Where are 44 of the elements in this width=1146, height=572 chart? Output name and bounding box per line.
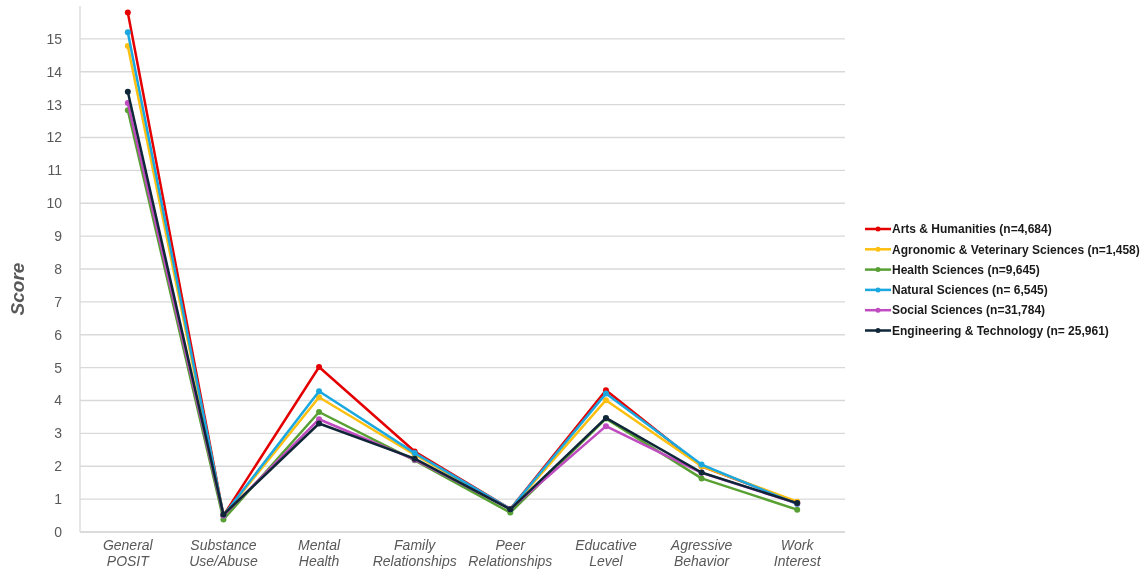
legend-label: Engineering & Technology (n= 25,961)	[892, 323, 1109, 338]
y-tick-label: 4	[54, 392, 63, 409]
y-tick-label: 13	[46, 96, 63, 113]
legend-label: Health Sciences (n=9,645)	[892, 262, 1040, 277]
point	[316, 420, 323, 427]
point	[316, 388, 323, 395]
y-tick-label: 11	[47, 162, 63, 179]
x-tick-label: General POSIT	[102, 537, 154, 569]
legend-label: Arts & Humanities (n=4,684)	[892, 222, 1052, 237]
y-axis-title: Score	[7, 262, 28, 316]
x-tick-label: Educative Level	[575, 537, 637, 569]
legend-label: Natural Sciences (n= 6,545)	[892, 283, 1048, 298]
x-tick-label: Work Interest	[773, 537, 822, 569]
y-tick-label: 14	[46, 63, 63, 80]
point	[698, 475, 705, 482]
y-tick-label: 5	[54, 359, 63, 376]
y-tick-label: 2	[54, 458, 63, 475]
point	[316, 409, 323, 416]
y-tick-label: 6	[54, 326, 63, 343]
point	[316, 363, 323, 370]
y-tick-label: 15	[46, 30, 63, 47]
y-tick-label: 9	[54, 228, 63, 245]
y-tick-label: 0	[54, 523, 63, 540]
x-tick-label: Peer Relationships	[468, 537, 553, 569]
point	[602, 423, 609, 430]
x-tick-label: Mental Health	[298, 537, 341, 569]
y-tick-label: 10	[46, 195, 63, 212]
y-tick-label: 12	[46, 129, 63, 146]
legend-label: Social Sciences (n=31,784)	[892, 303, 1046, 318]
point	[316, 394, 323, 401]
legend-label: Agronomic & Veterinary Sciences (n=1,458)	[892, 242, 1140, 257]
point	[124, 29, 131, 36]
y-tick-label: 8	[54, 260, 63, 277]
x-tick-label: Family Relationships	[372, 537, 457, 569]
y-tick-label: 3	[54, 425, 63, 442]
point	[794, 506, 801, 513]
x-tick-label: Agressive Behavior	[669, 537, 733, 569]
y-tick-label: 1	[54, 491, 63, 508]
x-tick-label: Substance Use/Abuse	[189, 537, 258, 569]
point	[124, 9, 131, 16]
point	[124, 88, 131, 95]
y-tick-label: 7	[54, 293, 63, 310]
point	[316, 416, 323, 423]
point	[602, 397, 609, 404]
